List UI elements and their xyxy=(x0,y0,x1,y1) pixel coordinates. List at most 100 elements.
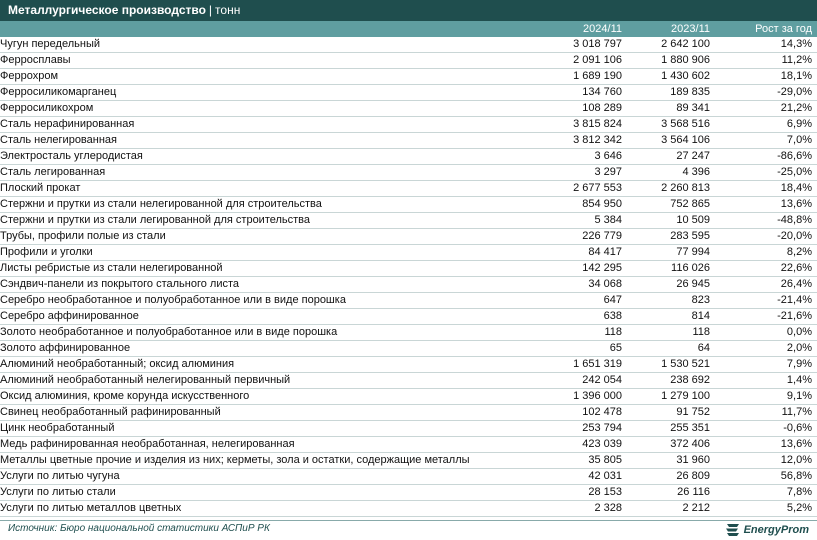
row-label: Золото аффинированное xyxy=(0,340,540,357)
title-separator: | xyxy=(208,3,213,17)
value-2024: 2 677 553 xyxy=(540,180,622,197)
value-2023: 116 026 xyxy=(622,260,710,277)
growth-value: -29,0% xyxy=(710,84,817,101)
table-row: Плоский прокат 2 677 553 2 260 813 18,4% xyxy=(0,180,817,197)
row-label: Услуги по литью чугуна xyxy=(0,468,540,485)
value-2023: 26 116 xyxy=(622,484,710,501)
value-2024: 638 xyxy=(540,308,622,325)
row-label: Серебро необработанное и полуобработанно… xyxy=(0,292,540,309)
value-2023: 2 260 813 xyxy=(622,180,710,197)
energyprom-logo-icon xyxy=(725,524,739,536)
table-row: Сталь легированная 3 297 4 396 -25,0% xyxy=(0,164,817,181)
value-2023: 2 642 100 xyxy=(622,37,710,53)
growth-value: -0,6% xyxy=(710,420,817,437)
value-2023: 238 692 xyxy=(622,372,710,389)
table-row: Ферросиликохром 108 289 89 341 21,2% xyxy=(0,100,817,117)
growth-value: 11,2% xyxy=(710,52,817,69)
row-label: Плоский прокат xyxy=(0,180,540,197)
logo-text: EnergyProm xyxy=(743,524,809,536)
value-2024: 1 396 000 xyxy=(540,388,622,405)
row-label: Феррохром xyxy=(0,68,540,85)
table-row: Стержни и прутки из стали легированной д… xyxy=(0,212,817,229)
value-2023: 255 351 xyxy=(622,420,710,437)
row-label: Сталь легированная xyxy=(0,164,540,181)
growth-value: 14,3% xyxy=(710,37,817,53)
row-label: Профили и уголки xyxy=(0,244,540,261)
value-2023: 3 564 106 xyxy=(622,132,710,149)
value-2024: 242 054 xyxy=(540,372,622,389)
value-2024: 2 328 xyxy=(540,500,622,517)
growth-value: -21,4% xyxy=(710,292,817,309)
row-label: Ферросиликохром xyxy=(0,100,540,117)
value-2024: 42 031 xyxy=(540,468,622,485)
row-label: Электросталь углеродистая xyxy=(0,148,540,165)
growth-value: 8,2% xyxy=(710,244,817,261)
value-2023: 823 xyxy=(622,292,710,309)
table-row: Феррохром 1 689 190 1 430 602 18,1% xyxy=(0,68,817,85)
table-row: Золото необработанное и полуобработанное… xyxy=(0,324,817,341)
value-2024: 854 950 xyxy=(540,196,622,213)
growth-value: 7,0% xyxy=(710,132,817,149)
value-2023: 2 212 xyxy=(622,500,710,517)
row-label: Цинк необработанный xyxy=(0,420,540,437)
value-2023: 89 341 xyxy=(622,100,710,117)
value-2024: 3 646 xyxy=(540,148,622,165)
value-2023: 372 406 xyxy=(622,436,710,453)
growth-value: 11,7% xyxy=(710,404,817,421)
table-row: Металлы цветные прочие и изделия из них;… xyxy=(0,452,817,469)
logo: EnergyProm xyxy=(725,522,809,538)
row-label: Алюминий необработанный; оксид алюминия xyxy=(0,356,540,373)
value-2023: 118 xyxy=(622,324,710,341)
row-label: Серебро аффинированное xyxy=(0,308,540,325)
table-row: Услуги по литью металлов цветных 2 328 2 2… xyxy=(0,500,817,517)
table-row: Алюминий необработанный; оксид алюминия 1… xyxy=(0,356,817,373)
value-2024: 28 153 xyxy=(540,484,622,501)
value-2024: 226 779 xyxy=(540,228,622,245)
column-header-2024: 2024/11 xyxy=(583,23,622,35)
row-label: Услуги по литью металлов цветных xyxy=(0,500,540,517)
column-header-growth: Рост за год xyxy=(755,23,812,35)
column-header-2023: 2023/11 xyxy=(671,23,710,35)
value-2023: 91 752 xyxy=(622,404,710,421)
value-2024: 35 805 xyxy=(540,452,622,469)
row-label: Металлы цветные прочие и изделия из них;… xyxy=(0,452,540,469)
growth-value: 2,0% xyxy=(710,340,817,357)
row-label: Ферросплавы xyxy=(0,52,540,69)
table-row: Сталь нерафинированная 3 815 824 3 568 516… xyxy=(0,116,817,133)
table-row: Трубы, профили полые из стали 226 779 283 … xyxy=(0,228,817,245)
table-row: Сталь нелегированная 3 812 342 3 564 106 7,… xyxy=(0,132,817,149)
growth-value: 7,9% xyxy=(710,356,817,373)
table-row: Ферросплавы 2 091 106 1 880 906 11,2% xyxy=(0,52,817,69)
table-row: Электросталь углеродистая 3 646 27 247 -86,… xyxy=(0,148,817,165)
row-label: Стержни и прутки из стали нелегированной… xyxy=(0,196,540,213)
growth-value: 21,2% xyxy=(710,100,817,117)
data-table: Чугун передельный 3 018 797 2 642 100 14,3%… xyxy=(0,37,817,517)
value-2023: 1 530 521 xyxy=(622,356,710,373)
growth-value: -86,6% xyxy=(710,148,817,165)
value-2023: 1 430 602 xyxy=(622,68,710,85)
value-2024: 2 091 106 xyxy=(540,52,622,69)
value-2023: 3 568 516 xyxy=(622,116,710,133)
row-label: Оксид алюминия, кроме корунда искусствен… xyxy=(0,388,540,405)
value-2024: 108 289 xyxy=(540,100,622,117)
value-2024: 253 794 xyxy=(540,420,622,437)
value-2023: 4 396 xyxy=(622,164,710,181)
row-label: Ферросиликомарганец xyxy=(0,84,540,101)
row-label: Стержни и прутки из стали легированной д… xyxy=(0,212,540,229)
row-label: Услуги по литью стали xyxy=(0,484,540,501)
value-2023: 26 809 xyxy=(622,468,710,485)
growth-value: 13,6% xyxy=(710,196,817,213)
table-row: Стержни и прутки из стали нелегированной… xyxy=(0,196,817,213)
growth-value: -20,0% xyxy=(710,228,817,245)
table-row: Серебро аффинированное 638 814 -21,6% xyxy=(0,308,817,325)
row-label: Золото необработанное и полуобработанное… xyxy=(0,324,540,341)
growth-value: 22,6% xyxy=(710,260,817,277)
value-2024: 3 297 xyxy=(540,164,622,181)
table-row: Профили и уголки 84 417 77 994 8,2% xyxy=(0,244,817,261)
table-row: Оксид алюминия, кроме корунда искусствен… xyxy=(0,388,817,405)
table-row: Услуги по литью чугуна 42 031 26 809 56,8% xyxy=(0,468,817,485)
row-label: Сталь нелегированная xyxy=(0,132,540,149)
value-2023: 283 595 xyxy=(622,228,710,245)
value-2023: 27 247 xyxy=(622,148,710,165)
